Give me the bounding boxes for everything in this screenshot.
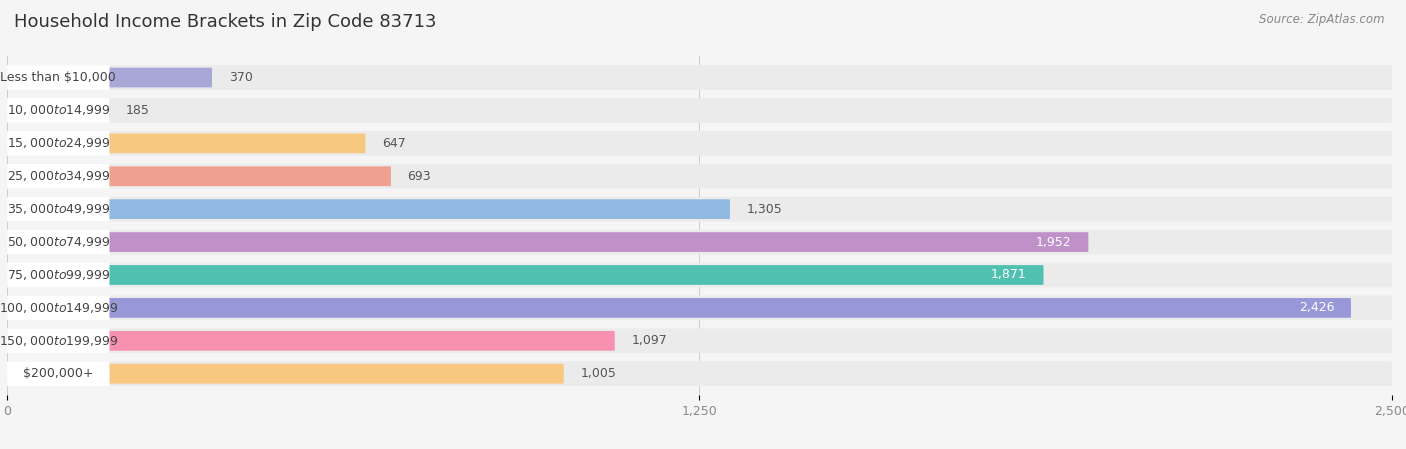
FancyBboxPatch shape <box>7 167 391 186</box>
FancyBboxPatch shape <box>7 295 110 320</box>
FancyBboxPatch shape <box>7 295 1392 320</box>
FancyBboxPatch shape <box>7 65 110 90</box>
Text: 1,871: 1,871 <box>991 269 1026 282</box>
FancyBboxPatch shape <box>7 98 110 123</box>
Text: Less than $10,000: Less than $10,000 <box>0 71 117 84</box>
FancyBboxPatch shape <box>7 199 730 219</box>
Text: 1,305: 1,305 <box>747 202 782 216</box>
Text: $150,000 to $199,999: $150,000 to $199,999 <box>0 334 118 348</box>
Text: $75,000 to $99,999: $75,000 to $99,999 <box>7 268 110 282</box>
FancyBboxPatch shape <box>7 263 110 287</box>
Text: $25,000 to $34,999: $25,000 to $34,999 <box>7 169 110 183</box>
FancyBboxPatch shape <box>7 101 110 120</box>
Text: Household Income Brackets in Zip Code 83713: Household Income Brackets in Zip Code 83… <box>14 13 436 31</box>
FancyBboxPatch shape <box>7 164 110 189</box>
FancyBboxPatch shape <box>7 98 1392 123</box>
Text: Source: ZipAtlas.com: Source: ZipAtlas.com <box>1260 13 1385 26</box>
FancyBboxPatch shape <box>7 68 212 88</box>
Text: $100,000 to $149,999: $100,000 to $149,999 <box>0 301 118 315</box>
Text: $35,000 to $49,999: $35,000 to $49,999 <box>7 202 110 216</box>
FancyBboxPatch shape <box>7 164 1392 189</box>
FancyBboxPatch shape <box>7 230 110 255</box>
FancyBboxPatch shape <box>7 265 1043 285</box>
FancyBboxPatch shape <box>7 197 1392 221</box>
FancyBboxPatch shape <box>7 133 366 153</box>
FancyBboxPatch shape <box>7 131 110 156</box>
Text: $10,000 to $14,999: $10,000 to $14,999 <box>7 103 110 118</box>
Text: 1,097: 1,097 <box>631 335 666 348</box>
FancyBboxPatch shape <box>7 230 1392 255</box>
Text: 1,952: 1,952 <box>1036 236 1071 249</box>
FancyBboxPatch shape <box>7 364 564 383</box>
FancyBboxPatch shape <box>7 361 110 386</box>
Text: 2,426: 2,426 <box>1299 301 1334 314</box>
FancyBboxPatch shape <box>7 65 1392 90</box>
FancyBboxPatch shape <box>7 329 1392 353</box>
Text: 185: 185 <box>127 104 150 117</box>
FancyBboxPatch shape <box>7 298 1351 318</box>
FancyBboxPatch shape <box>7 329 110 353</box>
Text: $50,000 to $74,999: $50,000 to $74,999 <box>7 235 110 249</box>
FancyBboxPatch shape <box>7 197 110 221</box>
Text: 1,005: 1,005 <box>581 367 616 380</box>
Text: $200,000+: $200,000+ <box>22 367 94 380</box>
FancyBboxPatch shape <box>7 232 1088 252</box>
FancyBboxPatch shape <box>7 361 1392 386</box>
Text: 693: 693 <box>408 170 432 183</box>
Text: 647: 647 <box>382 137 406 150</box>
FancyBboxPatch shape <box>7 131 1392 156</box>
FancyBboxPatch shape <box>7 331 614 351</box>
Text: $15,000 to $24,999: $15,000 to $24,999 <box>7 136 110 150</box>
FancyBboxPatch shape <box>7 263 1392 287</box>
Text: 370: 370 <box>229 71 253 84</box>
